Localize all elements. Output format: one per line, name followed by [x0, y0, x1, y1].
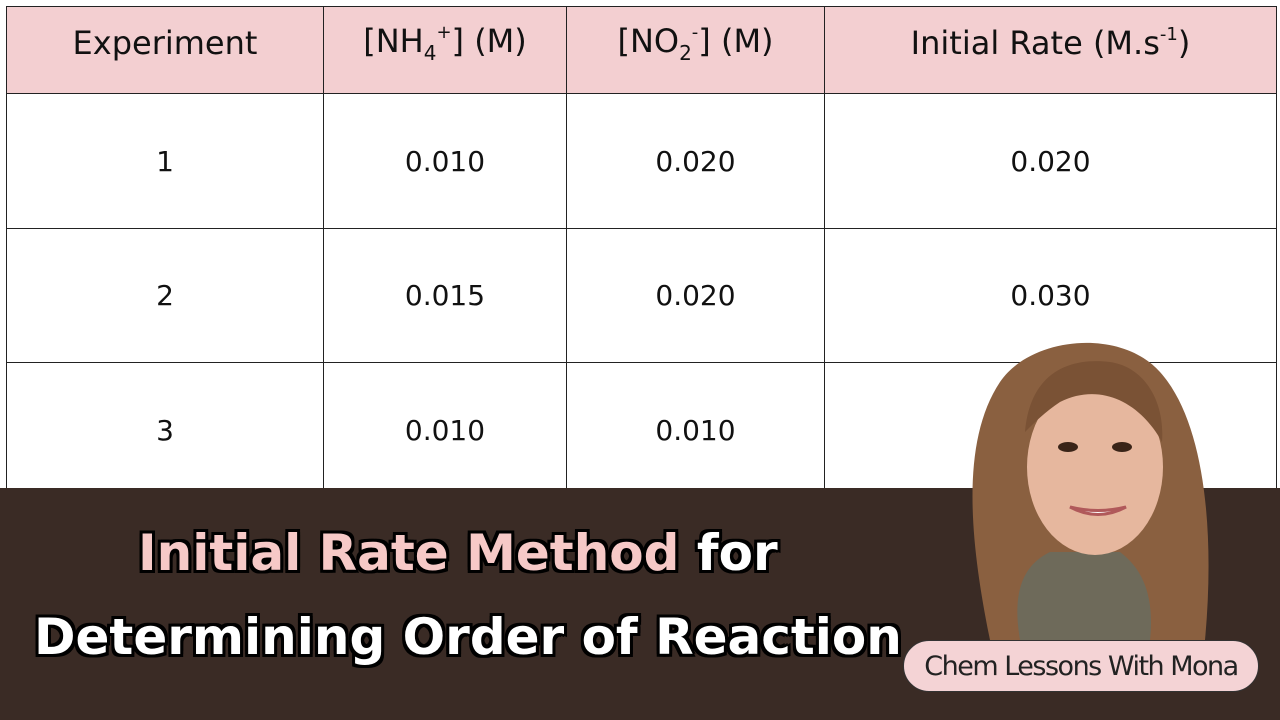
title-line-2: Determining Order of Reaction: [34, 608, 902, 666]
cell-text: 0.020: [655, 279, 736, 312]
cell-text: 0.020: [1010, 144, 1091, 178]
presenter-photo: [972, 342, 1209, 640]
table-cell: 3: [6, 362, 324, 498]
cell-text: 0.015: [404, 279, 486, 312]
header-text: [NO2-] (M): [617, 22, 773, 65]
table-cell: 0.010: [323, 93, 567, 229]
header-text: [NH4+] (M): [363, 22, 527, 65]
table-cell: 0.020: [566, 93, 825, 229]
header-part: ] (M): [698, 21, 774, 60]
cell-text: 0.030: [1010, 279, 1091, 312]
header-part: ] (M): [451, 21, 527, 60]
title-line-1: Initial Rate Method for: [138, 524, 778, 582]
cell-text: 1: [156, 144, 174, 178]
header-part: [NO: [617, 21, 680, 60]
header-part: [NH: [363, 21, 424, 60]
header-part: 4: [423, 40, 437, 65]
cell-text: 0.010: [404, 144, 486, 178]
cell-text: 0.010: [655, 413, 736, 447]
header-part: -: [691, 21, 699, 43]
header-cell: [NO2-] (M): [566, 6, 825, 94]
table-cell: 0.020: [566, 228, 825, 363]
title-rest: for: [696, 524, 778, 582]
header-part: Initial Rate (M.s: [910, 24, 1160, 62]
cell-text: 3: [156, 413, 174, 447]
table-cell: 0.020: [824, 93, 1277, 229]
cell-text: 0.020: [655, 144, 736, 178]
table-cell: 0.015: [323, 228, 567, 363]
header-part: 2: [679, 40, 692, 65]
table-cell: 0.010: [323, 362, 567, 498]
cell-text: 2: [156, 279, 174, 312]
header-part: Experiment: [72, 24, 258, 62]
table-cell: 1: [6, 93, 324, 229]
channel-badge: Chem Lessons With Mona: [903, 640, 1259, 692]
cell-text: 0.010: [404, 413, 486, 447]
header-part: +: [436, 21, 452, 43]
header-cell: [NH4+] (M): [323, 6, 567, 94]
header-cell: Experiment: [6, 6, 324, 94]
header-text: Experiment: [73, 24, 258, 62]
header-text: Initial Rate (M.s-1): [911, 24, 1191, 62]
title-highlight: Initial Rate Method: [138, 524, 680, 582]
table-cell: 0.010: [566, 362, 825, 498]
header-part: -1: [1159, 24, 1178, 45]
table-cell: 2: [6, 228, 324, 363]
header-part: ): [1177, 24, 1191, 62]
header-cell: Initial Rate (M.s-1): [824, 6, 1277, 94]
